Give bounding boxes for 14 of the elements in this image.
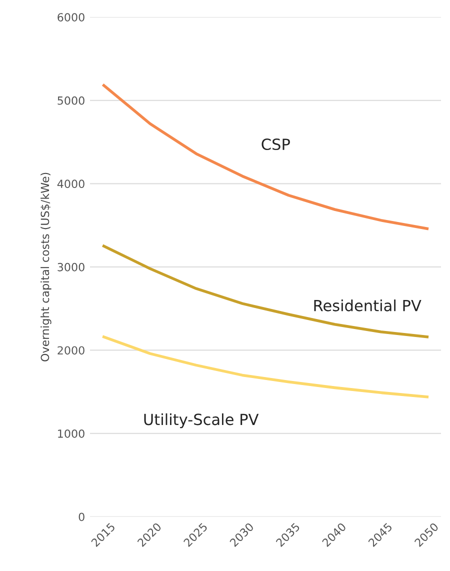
text: Utility-Scale PV [144,413,259,428]
line-series [102,336,429,398]
text: CSP [262,138,290,150]
y-axis-title: Overnight capital costs (US$/kWe) [40,172,52,362]
y-tick-label: 0 [78,512,84,522]
y-tick-label: 2000 [58,346,84,355]
line-series [102,84,429,230]
y-tick-label: 1000 [58,429,84,438]
series-label: Residential PV [314,300,422,312]
y-tick-label: 6000 [58,13,84,22]
y-tick-label: 5000 [58,96,84,105]
line-series [102,244,429,338]
y-tick-label: 3000 [58,262,84,272]
y-tick-label: 4000 [57,180,84,188]
